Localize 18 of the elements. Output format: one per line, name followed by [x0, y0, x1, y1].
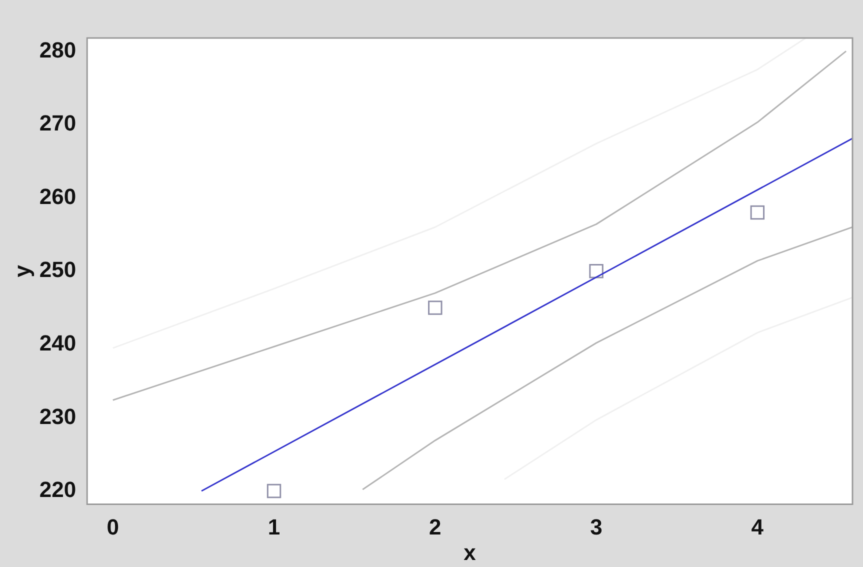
y-tick-label: 260: [39, 184, 76, 209]
y-tick-label: 270: [39, 110, 76, 136]
x-tick-label: 2: [429, 514, 442, 540]
x-tick-label: 0: [106, 514, 120, 540]
x-tick-label: 1: [268, 514, 280, 540]
y-tick-label: 240: [39, 330, 76, 356]
x-axis-title: x: [464, 540, 477, 565]
y-tick-label: 250: [39, 257, 76, 282]
y-tick-label: 230: [39, 404, 76, 429]
point: [589, 264, 604, 278]
y-axis-title: y: [9, 264, 34, 278]
point: [750, 205, 765, 220]
point: [428, 300, 442, 315]
x-tick-label: 3: [590, 514, 602, 540]
point: [266, 484, 282, 498]
x-tick-label: 4: [751, 514, 764, 540]
y-tick-label: 280: [39, 37, 76, 62]
y-tick-label: 220: [39, 477, 76, 502]
